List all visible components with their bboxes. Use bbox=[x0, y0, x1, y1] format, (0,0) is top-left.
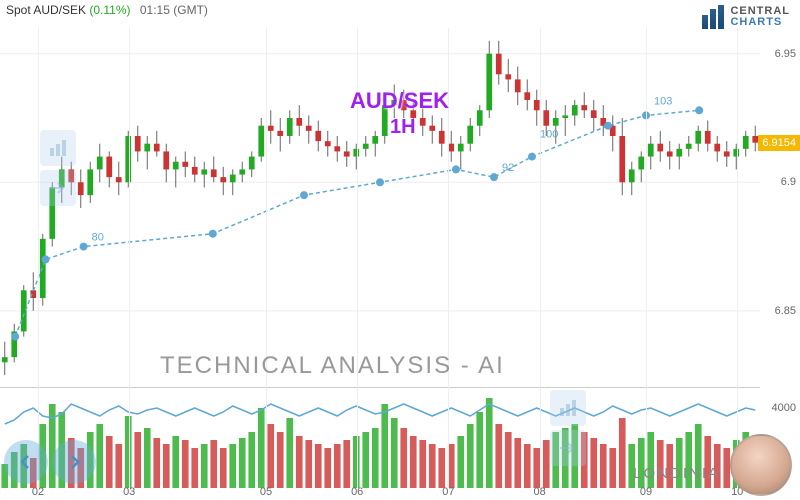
chart-header: Spot AUD/SEK (0.11%) 01:15 (GMT) bbox=[6, 3, 208, 17]
svg-text:103: 103 bbox=[654, 95, 672, 107]
svg-text:100: 100 bbox=[540, 129, 558, 141]
vgrid bbox=[129, 28, 130, 488]
vgrid bbox=[266, 28, 267, 488]
overlay-title: TECHNICAL ANALYSIS - AI bbox=[160, 352, 505, 380]
assistant-avatar[interactable] bbox=[730, 434, 792, 496]
instrument-label: AUD/SEK bbox=[350, 88, 449, 114]
volume-tick: 4000 bbox=[772, 402, 796, 414]
instrument-title: Spot AUD/SEK bbox=[6, 3, 86, 17]
vgrid bbox=[540, 28, 541, 488]
chart-icon bbox=[40, 130, 76, 166]
arrow-icon bbox=[40, 170, 76, 206]
arrow-icon bbox=[550, 430, 586, 466]
logo-text: CENTRAL CHARTS bbox=[730, 6, 790, 28]
timeframe-label: 1H bbox=[390, 116, 416, 139]
price-y-axis: 6.85 6.9 6.95 bbox=[760, 28, 800, 388]
nav-forward-icon[interactable] bbox=[52, 440, 96, 484]
logo-bars-icon bbox=[702, 5, 724, 29]
vgrid bbox=[38, 28, 39, 488]
brand-label: LONDINIA bbox=[633, 465, 720, 482]
chart-icon bbox=[550, 390, 586, 426]
nav-icons[interactable] bbox=[4, 440, 96, 484]
price-tick: 6.85 bbox=[775, 305, 796, 317]
current-price-tag: 6.9154 bbox=[758, 135, 800, 151]
central-charts-logo[interactable]: CENTRAL CHARTS bbox=[702, 5, 790, 29]
tool-icons bbox=[550, 390, 586, 466]
timestamp: 01:15 (GMT) bbox=[140, 3, 208, 17]
tool-icons bbox=[40, 130, 76, 206]
vgrid bbox=[737, 28, 738, 488]
svg-text:92: 92 bbox=[502, 162, 514, 174]
vgrid bbox=[646, 28, 647, 488]
price-tick: 6.95 bbox=[775, 48, 796, 60]
pct-change: (0.11%) bbox=[89, 3, 130, 17]
nav-back-icon[interactable] bbox=[4, 440, 48, 484]
svg-text:80: 80 bbox=[92, 232, 104, 244]
price-tick: 6.9 bbox=[781, 176, 796, 188]
